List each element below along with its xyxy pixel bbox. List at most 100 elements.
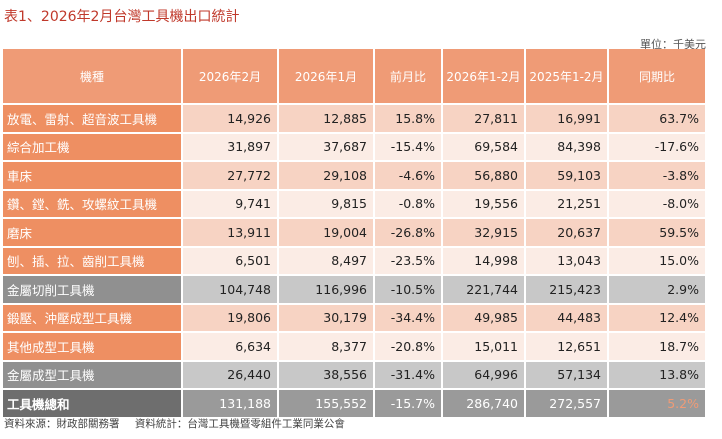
row-label: 工具機總和 bbox=[3, 388, 183, 417]
cell: 131,188 bbox=[183, 388, 279, 417]
cell: 32,915 bbox=[443, 217, 526, 246]
table-title: 表1、2026年2月台灣工具機出口統計 bbox=[4, 9, 240, 25]
cell: 64,996 bbox=[443, 359, 526, 388]
cell: 38,556 bbox=[279, 359, 375, 388]
cell: 16,991 bbox=[526, 103, 609, 132]
cell: 57,134 bbox=[526, 359, 609, 388]
row-label: 鑽、鏜、銑、攻螺紋工具機 bbox=[3, 188, 183, 217]
cell: 69,584 bbox=[443, 131, 526, 160]
cell: 20,637 bbox=[526, 217, 609, 246]
cell: 37,687 bbox=[279, 131, 375, 160]
cell: 19,556 bbox=[443, 188, 526, 217]
header-machine-type: 機種 bbox=[3, 49, 183, 103]
row-label: 刨、插、拉、齒削工具機 bbox=[3, 245, 183, 274]
cell: 49,985 bbox=[443, 302, 526, 331]
cell: 30,179 bbox=[279, 302, 375, 331]
cell: 2.9% bbox=[609, 274, 707, 303]
cell: 13.8% bbox=[609, 359, 707, 388]
cell: 12,885 bbox=[279, 103, 375, 132]
cell: 9,815 bbox=[279, 188, 375, 217]
cell: 27,811 bbox=[443, 103, 526, 132]
cell: -34.4% bbox=[375, 302, 443, 331]
cell: 286,740 bbox=[443, 388, 526, 417]
cell: 15.0% bbox=[609, 245, 707, 274]
cell: 221,744 bbox=[443, 274, 526, 303]
table-row: 磨床 13,911 19,004 -26.8% 32,915 20,637 59… bbox=[3, 217, 707, 246]
row-label: 鍛壓、沖壓成型工具機 bbox=[3, 302, 183, 331]
cell: 56,880 bbox=[443, 160, 526, 189]
cell: 13,043 bbox=[526, 245, 609, 274]
cell: -15.7% bbox=[375, 388, 443, 417]
cell: 5.2% bbox=[609, 388, 707, 417]
header-yoy-change: 同期比 bbox=[609, 49, 707, 103]
cell: 215,423 bbox=[526, 274, 609, 303]
source-note: 資料來源：財政部關務署 bbox=[4, 418, 120, 430]
row-label: 車床 bbox=[3, 160, 183, 189]
row-label: 金屬成型工具機 bbox=[3, 359, 183, 388]
header-row: 機種 2026年2月 2026年1月 前月比 2026年1-2月 2025年1-… bbox=[3, 49, 707, 103]
cell: 84,398 bbox=[526, 131, 609, 160]
cell: 29,108 bbox=[279, 160, 375, 189]
cell: -17.6% bbox=[609, 131, 707, 160]
cell: 6,501 bbox=[183, 245, 279, 274]
header-2026-jan-feb: 2026年1-2月 bbox=[443, 49, 526, 103]
cell: -10.5% bbox=[375, 274, 443, 303]
footer-notes: 資料來源：財政部關務署 資料統計：台灣工具機暨零組件工業同業公會 bbox=[4, 416, 357, 431]
cell: 272,557 bbox=[526, 388, 609, 417]
header-2026-jan: 2026年1月 bbox=[279, 49, 375, 103]
header-2025-jan-feb: 2025年1-2月 bbox=[526, 49, 609, 103]
row-label: 磨床 bbox=[3, 217, 183, 246]
cell: 6,634 bbox=[183, 331, 279, 360]
cell: 27,772 bbox=[183, 160, 279, 189]
subtotal-row: 金屬成型工具機 26,440 38,556 -31.4% 64,996 57,1… bbox=[3, 359, 707, 388]
cell: 8,497 bbox=[279, 245, 375, 274]
cell: -3.8% bbox=[609, 160, 707, 189]
row-label: 放電、雷射、超音波工具機 bbox=[3, 103, 183, 132]
subtotal-row: 金屬切削工具機 104,748 116,996 -10.5% 221,744 2… bbox=[3, 274, 707, 303]
header-mom-change: 前月比 bbox=[375, 49, 443, 103]
row-label: 其他成型工具機 bbox=[3, 331, 183, 360]
cell: -15.4% bbox=[375, 131, 443, 160]
table-row: 車床 27,772 29,108 -4.6% 56,880 59,103 -3.… bbox=[3, 160, 707, 189]
row-label: 金屬切削工具機 bbox=[3, 274, 183, 303]
table-row: 鍛壓、沖壓成型工具機 19,806 30,179 -34.4% 49,985 4… bbox=[3, 302, 707, 331]
export-statistics-table: 機種 2026年2月 2026年1月 前月比 2026年1-2月 2025年1-… bbox=[3, 49, 707, 417]
cell: -4.6% bbox=[375, 160, 443, 189]
table-row: 放電、雷射、超音波工具機 14,926 12,885 15.8% 27,811 … bbox=[3, 103, 707, 132]
cell: 104,748 bbox=[183, 274, 279, 303]
cell: 14,998 bbox=[443, 245, 526, 274]
cell: 31,897 bbox=[183, 131, 279, 160]
total-row: 工具機總和 131,188 155,552 -15.7% 286,740 272… bbox=[3, 388, 707, 417]
cell: 14,926 bbox=[183, 103, 279, 132]
cell: -0.8% bbox=[375, 188, 443, 217]
cell: 44,483 bbox=[526, 302, 609, 331]
cell: 13,911 bbox=[183, 217, 279, 246]
cell: -20.8% bbox=[375, 331, 443, 360]
cell: 26,440 bbox=[183, 359, 279, 388]
cell: 12.4% bbox=[609, 302, 707, 331]
cell: 8,377 bbox=[279, 331, 375, 360]
cell: 19,004 bbox=[279, 217, 375, 246]
table-row: 其他成型工具機 6,634 8,377 -20.8% 15,011 12,651… bbox=[3, 331, 707, 360]
compiled-note: 資料統計：台灣工具機暨零組件工業同業公會 bbox=[134, 418, 345, 430]
header-2026-feb: 2026年2月 bbox=[183, 49, 279, 103]
cell: 18.7% bbox=[609, 331, 707, 360]
cell: -26.8% bbox=[375, 217, 443, 246]
unit-label: 單位：千美元 bbox=[640, 38, 706, 51]
cell: -23.5% bbox=[375, 245, 443, 274]
cell: 19,806 bbox=[183, 302, 279, 331]
cell: 59.5% bbox=[609, 217, 707, 246]
cell: 21,251 bbox=[526, 188, 609, 217]
cell: 155,552 bbox=[279, 388, 375, 417]
cell: 63.7% bbox=[609, 103, 707, 132]
cell: 12,651 bbox=[526, 331, 609, 360]
cell: 9,741 bbox=[183, 188, 279, 217]
table-row: 刨、插、拉、齒削工具機 6,501 8,497 -23.5% 14,998 13… bbox=[3, 245, 707, 274]
cell: 15,011 bbox=[443, 331, 526, 360]
cell: 59,103 bbox=[526, 160, 609, 189]
cell: -8.0% bbox=[609, 188, 707, 217]
table-row: 鑽、鏜、銑、攻螺紋工具機 9,741 9,815 -0.8% 19,556 21… bbox=[3, 188, 707, 217]
table-row: 綜合加工機 31,897 37,687 -15.4% 69,584 84,398… bbox=[3, 131, 707, 160]
cell: -31.4% bbox=[375, 359, 443, 388]
row-label: 綜合加工機 bbox=[3, 131, 183, 160]
